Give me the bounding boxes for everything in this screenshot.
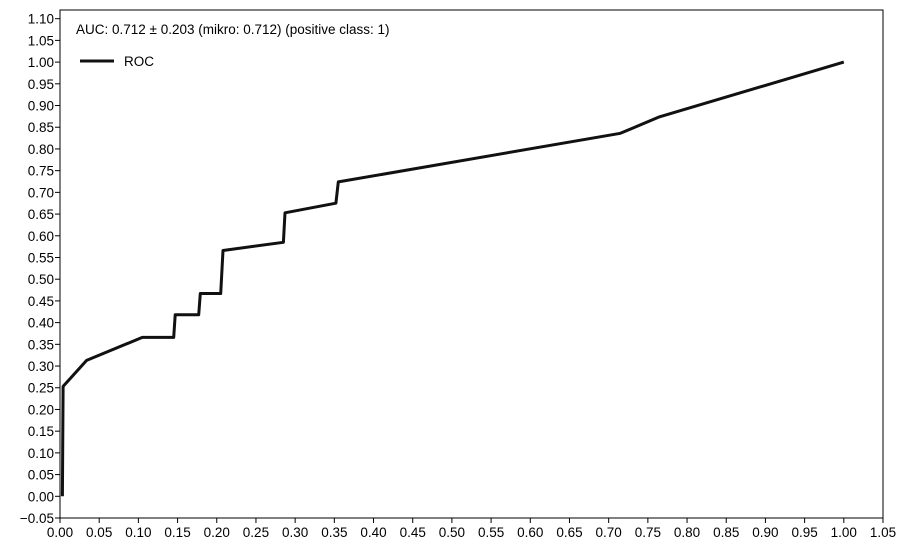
y-tick-label: 0.55 — [28, 250, 54, 265]
x-tick-label: 0.15 — [164, 525, 190, 540]
y-tick-label: 0.00 — [28, 489, 54, 504]
x-tick-label: 0.25 — [243, 525, 269, 540]
y-tick-label: 0.50 — [28, 272, 54, 287]
x-tick-label: 0.35 — [321, 525, 347, 540]
auc-annotation: AUC: 0.712 ± 0.203 (mikro: 0.712) (posit… — [76, 22, 390, 37]
y-tick-label: 1.00 — [28, 55, 54, 70]
y-tick-label: −0.05 — [20, 511, 54, 526]
y-tick-label: 0.40 — [28, 316, 54, 331]
x-tick-label: 0.65 — [556, 525, 582, 540]
x-tick-label: 0.00 — [47, 525, 73, 540]
x-tick-label: 0.05 — [86, 525, 112, 540]
x-tick-label: 0.75 — [635, 525, 661, 540]
annotation-layer: AUC: 0.712 ± 0.203 (mikro: 0.712) (posit… — [76, 22, 390, 69]
legend-label-roc: ROC — [124, 54, 154, 69]
x-tick-label: 0.50 — [439, 525, 465, 540]
y-tick-label: 0.70 — [28, 185, 54, 200]
y-tick-label: 0.45 — [28, 294, 54, 309]
x-tick-label: 0.10 — [125, 525, 151, 540]
x-tick-label: 0.95 — [791, 525, 817, 540]
y-tick-label: 0.80 — [28, 142, 54, 157]
x-tick-label: 0.40 — [360, 525, 386, 540]
y-tick-label: 0.35 — [28, 337, 54, 352]
x-tick-label: 0.55 — [478, 525, 504, 540]
y-tick-label: 0.25 — [28, 381, 54, 396]
x-tick-label: 0.85 — [713, 525, 739, 540]
series-layer — [60, 60, 845, 497]
y-tick-label: 0.60 — [28, 229, 54, 244]
x-tick-label: 0.45 — [400, 525, 426, 540]
y-tick-label: 0.05 — [28, 468, 54, 483]
y-tick-label: 0.75 — [28, 164, 54, 179]
y-tick-label: 1.10 — [28, 12, 54, 27]
axes — [59, 9, 884, 519]
y-tick-label: 0.65 — [28, 207, 54, 222]
x-tick-label: 1.05 — [870, 525, 896, 540]
ticks: 0.00 0.05 0.10 0.15 0.20 0.25 0.30 0.35 0.40 0.45… — [20, 12, 896, 540]
x-tick-label: 1.00 — [831, 525, 857, 540]
plot-frame — [59, 9, 884, 519]
x-tick-label: 0.70 — [596, 525, 622, 540]
x-tick-label: 0.20 — [204, 525, 230, 540]
x-tick-label: 0.30 — [282, 525, 308, 540]
x-tick-label: 0.60 — [517, 525, 543, 540]
y-tick-label: 1.05 — [28, 33, 54, 48]
series-line-roc — [60, 60, 845, 497]
x-tick-label: 0.80 — [674, 525, 700, 540]
y-tick-label: 0.10 — [28, 446, 54, 461]
y-tick-label: 0.95 — [28, 77, 54, 92]
y-tick-label: 0.90 — [28, 99, 54, 114]
y-tick-label: 0.85 — [28, 120, 54, 135]
y-tick-label: 0.20 — [28, 402, 54, 417]
y-tick-label: 0.15 — [28, 424, 54, 439]
x-tick-label: 0.90 — [752, 525, 778, 540]
y-tick-label: 0.30 — [28, 359, 54, 374]
